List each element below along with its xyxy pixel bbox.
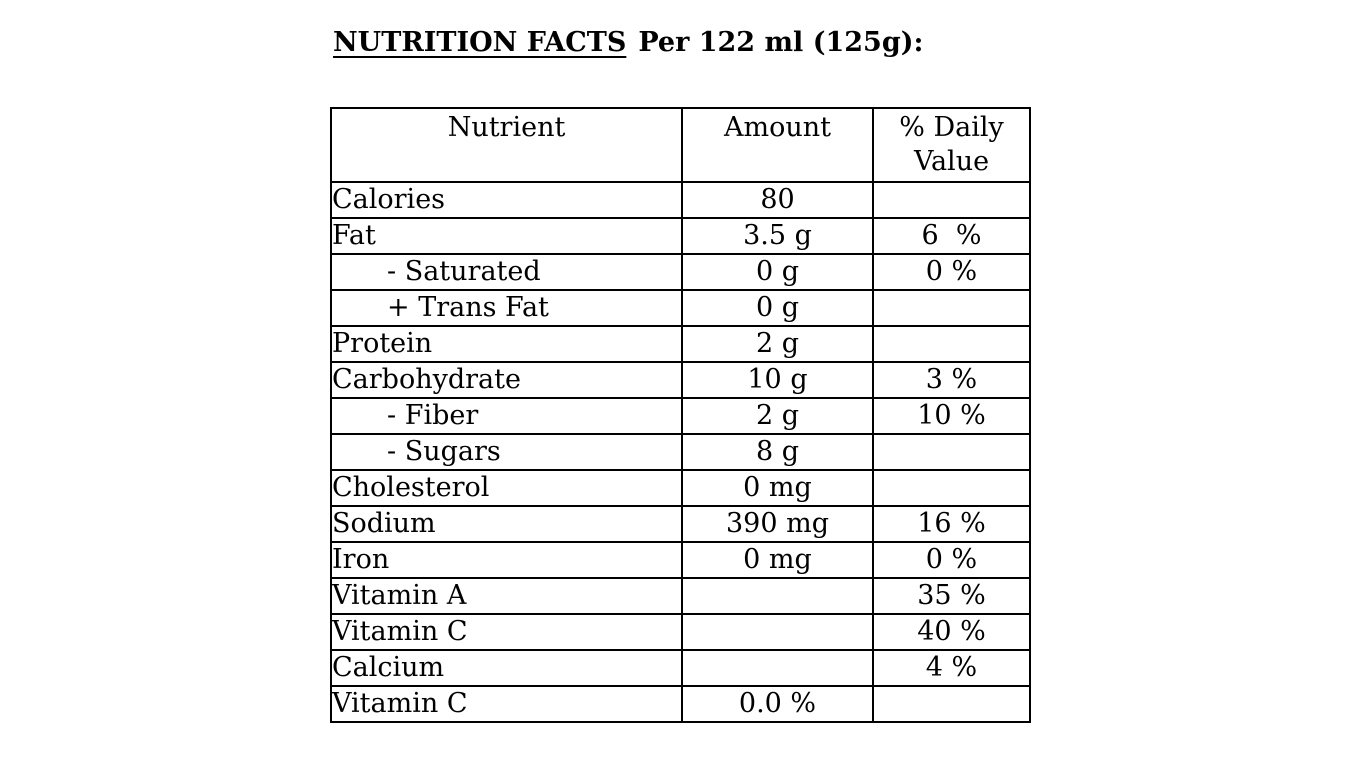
daily-value-cell: 40 % bbox=[872, 613, 1031, 651]
nutrient-cell: Vitamin C bbox=[330, 613, 683, 651]
amount-cell: 0 g bbox=[681, 289, 874, 327]
heading-label: NUTRITION FACTS bbox=[333, 27, 627, 58]
nutrient-cell: - Sugars bbox=[330, 433, 683, 471]
table-header-row: Nutrient Amount % Daily Value bbox=[330, 107, 1031, 183]
amount-cell: 3.5 g bbox=[681, 217, 874, 255]
nutrient-cell: + Trans Fat bbox=[330, 289, 683, 327]
daily-value-cell: 10 % bbox=[872, 397, 1031, 435]
table-row: Vitamin A 35 % bbox=[330, 577, 1031, 615]
amount-cell: 2 g bbox=[681, 397, 874, 435]
amount-cell bbox=[681, 613, 874, 651]
daily-value-cell: 35 % bbox=[872, 577, 1031, 615]
nutrition-facts-heading: NUTRITION FACTS Per 122 ml (125g): bbox=[333, 26, 923, 60]
nutrient-cell: Protein bbox=[330, 325, 683, 363]
nutrient-cell: Iron bbox=[330, 541, 683, 579]
amount-cell: 0.0 % bbox=[681, 685, 874, 723]
table-row: Fat 3.5 g 6 % bbox=[330, 217, 1031, 255]
table-row: Cholesterol 0 mg bbox=[330, 469, 1031, 507]
daily-value-cell bbox=[872, 181, 1031, 219]
nutrient-cell: Calories bbox=[330, 181, 683, 219]
nutrient-cell: Calcium bbox=[330, 649, 683, 687]
amount-cell: 80 bbox=[681, 181, 874, 219]
amount-cell: 390 mg bbox=[681, 505, 874, 543]
header-nutrient: Nutrient bbox=[330, 107, 683, 183]
table-row: Carbohydrate 10 g 3 % bbox=[330, 361, 1031, 399]
daily-value-cell: 16 % bbox=[872, 505, 1031, 543]
daily-value-cell bbox=[872, 289, 1031, 327]
header-daily-value-line2: Value bbox=[913, 146, 990, 177]
header-daily-value-line1: % Daily bbox=[899, 112, 1004, 143]
nutrient-cell: Vitamin A bbox=[330, 577, 683, 615]
amount-cell bbox=[681, 649, 874, 687]
table-row: Sodium 390 mg 16 % bbox=[330, 505, 1031, 543]
daily-value-cell: 3 % bbox=[872, 361, 1031, 399]
amount-cell: 0 mg bbox=[681, 469, 874, 507]
daily-value-cell bbox=[872, 685, 1031, 723]
table-row: + Trans Fat 0 g bbox=[330, 289, 1031, 327]
header-daily-value: % Daily Value bbox=[872, 107, 1031, 183]
amount-cell: 10 g bbox=[681, 361, 874, 399]
amount-cell: 2 g bbox=[681, 325, 874, 363]
nutrient-cell: Fat bbox=[330, 217, 683, 255]
table-row: - Saturated 0 g 0 % bbox=[330, 253, 1031, 291]
amount-cell: 0 mg bbox=[681, 541, 874, 579]
daily-value-cell: 0 % bbox=[872, 253, 1031, 291]
nutrient-cell: Vitamin C bbox=[330, 685, 683, 723]
table-row: Iron 0 mg 0 % bbox=[330, 541, 1031, 579]
table-row: Vitamin C 40 % bbox=[330, 613, 1031, 651]
table-row: - Fiber 2 g 10 % bbox=[330, 397, 1031, 435]
table-row: Calories 80 bbox=[330, 181, 1031, 219]
nutrient-cell: Carbohydrate bbox=[330, 361, 683, 399]
daily-value-cell: 4 % bbox=[872, 649, 1031, 687]
serving-size: Per 122 ml (125g): bbox=[638, 27, 924, 58]
header-amount: Amount bbox=[681, 107, 874, 183]
amount-cell bbox=[681, 577, 874, 615]
nutrient-cell: Cholesterol bbox=[330, 469, 683, 507]
nutrient-cell: - Fiber bbox=[330, 397, 683, 435]
table-row: Calcium 4 % bbox=[330, 649, 1031, 687]
nutrient-cell: Sodium bbox=[330, 505, 683, 543]
nutrient-cell: - Saturated bbox=[330, 253, 683, 291]
daily-value-cell: 0 % bbox=[872, 541, 1031, 579]
daily-value-cell bbox=[872, 325, 1031, 363]
table-row: - Sugars 8 g bbox=[330, 433, 1031, 471]
daily-value-cell: 6 % bbox=[872, 217, 1031, 255]
table-row: Vitamin C 0.0 % bbox=[330, 685, 1031, 723]
daily-value-cell bbox=[872, 469, 1031, 507]
amount-cell: 8 g bbox=[681, 433, 874, 471]
table-row: Protein 2 g bbox=[330, 325, 1031, 363]
daily-value-cell bbox=[872, 433, 1031, 471]
amount-cell: 0 g bbox=[681, 253, 874, 291]
nutrition-table: Nutrient Amount % Daily Value Calories 8… bbox=[330, 107, 1031, 723]
